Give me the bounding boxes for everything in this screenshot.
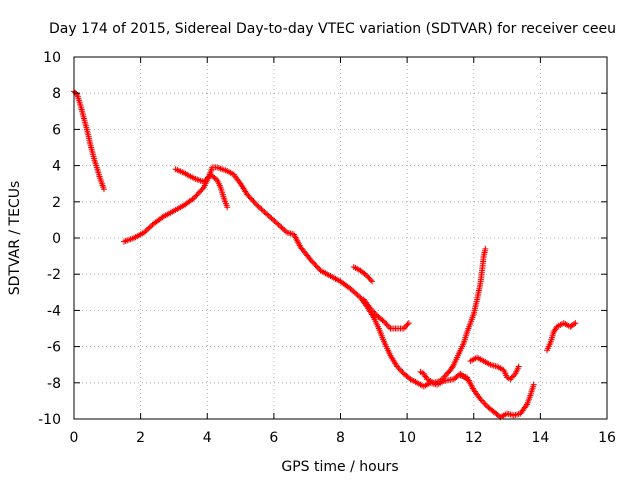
plot-frame xyxy=(73,56,608,420)
data-marks xyxy=(71,88,579,421)
x-axis-label: GPS time / hours xyxy=(281,459,398,475)
y-tick-label: 0 xyxy=(52,231,61,247)
y-tick-label: 2 xyxy=(52,195,61,211)
axis-ticks: 0 2 4 6 8 10 12 14 16 -10 -8 -6 -4 -2 0 2 4 6 8 10 xyxy=(38,50,616,446)
y-tick-label: 6 xyxy=(52,122,61,138)
x-tick-label: 12 xyxy=(465,430,483,446)
x-tick-label: 4 xyxy=(203,430,212,446)
x-tick-label: 10 xyxy=(398,430,416,446)
data-series-segment xyxy=(360,296,412,332)
x-tick-label: 0 xyxy=(70,430,79,446)
data-series-segment xyxy=(467,354,522,383)
data-series-segment xyxy=(544,320,579,354)
y-tick-label: -2 xyxy=(47,267,61,283)
x-tick-label: 6 xyxy=(269,430,278,446)
y-tick-label: 10 xyxy=(43,50,61,66)
data-series-segment xyxy=(172,166,231,211)
x-tick-label: 8 xyxy=(336,430,345,446)
data-series-segment xyxy=(121,164,471,390)
y-tick-label: -8 xyxy=(47,376,61,392)
data-series-segment xyxy=(71,88,107,193)
data-series-segment xyxy=(350,264,376,285)
y-tick-label: 4 xyxy=(52,159,61,175)
y-tick-label: -4 xyxy=(47,303,61,319)
y-tick-label: -6 xyxy=(47,340,61,356)
y-tick-label: -10 xyxy=(38,412,61,428)
y-tick-label: 8 xyxy=(52,86,61,102)
x-tick-label: 14 xyxy=(531,430,549,446)
grid xyxy=(74,57,607,419)
data-series-segment xyxy=(417,245,489,386)
x-tick-label: 2 xyxy=(136,430,145,446)
x-tick-label: 16 xyxy=(598,430,616,446)
y-axis-label: SDTVAR / TECUs xyxy=(7,181,23,296)
chart-title: Day 174 of 2015, Sidereal Day-to-day VTE… xyxy=(49,21,616,37)
data-series-segment xyxy=(457,372,537,421)
